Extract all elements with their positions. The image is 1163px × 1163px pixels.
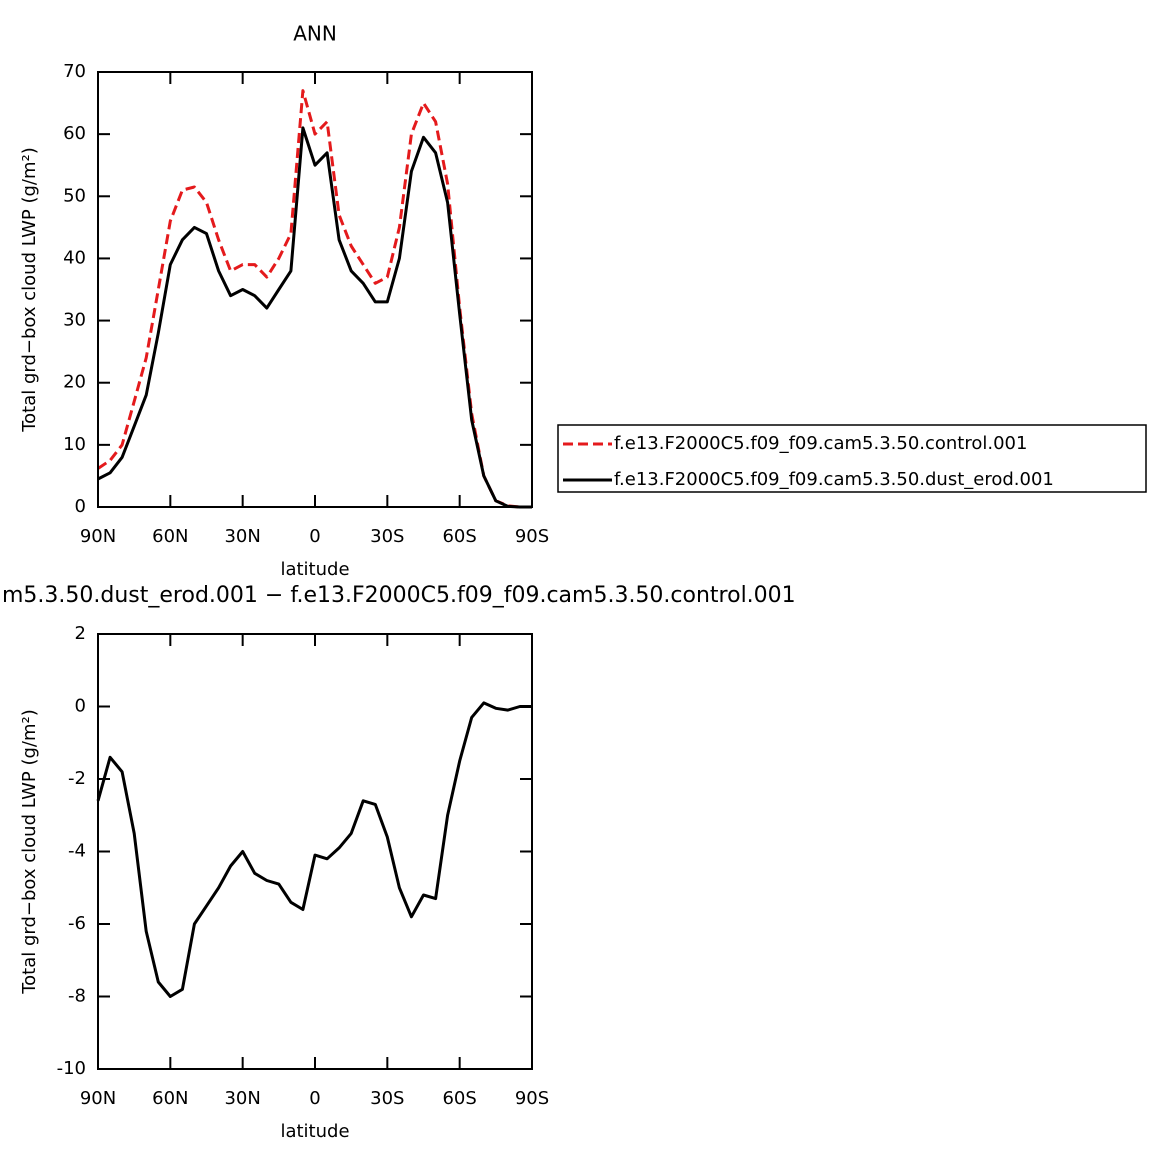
x-axis-label: latitude: [280, 1121, 349, 1142]
y-tick-label: -4: [68, 841, 86, 862]
y-tick-label: -2: [68, 768, 86, 789]
x-tick-label: 60N: [152, 526, 188, 547]
chart-title: ANN: [293, 22, 337, 46]
x-tick-label: 90N: [80, 1088, 116, 1109]
chart-title: m5.3.50.dust_erod.001 − f.e13.F2000C5.f0…: [2, 583, 796, 608]
y-tick-label: 0: [75, 696, 86, 717]
x-tick-label: 30S: [370, 526, 404, 547]
x-tick-label: 0: [309, 526, 320, 547]
y-tick-label: 40: [63, 247, 86, 268]
y-tick-label: 70: [63, 61, 86, 82]
y-tick-label: -6: [68, 913, 86, 934]
x-tick-label: 30S: [370, 1088, 404, 1109]
x-tick-label: 90S: [515, 1088, 549, 1109]
x-axis-label: latitude: [280, 559, 349, 580]
legend-box: [557, 424, 1147, 493]
x-tick-label: 90S: [515, 526, 549, 547]
y-axis-label: Total grd−box cloud LWP (g/m²): [19, 147, 40, 433]
y-tick-label: 2: [75, 623, 86, 644]
y-axis-label: Total grd−box cloud LWP (g/m²): [19, 709, 40, 995]
y-tick-label: -10: [57, 1058, 86, 1079]
y-tick-label: 10: [63, 434, 86, 455]
x-tick-label: 60S: [442, 526, 476, 547]
x-tick-label: 60S: [442, 1088, 476, 1109]
legend-label: f.e13.F2000C5.f09_f09.cam5.3.50.dust_ero…: [614, 469, 1054, 490]
y-tick-label: 30: [63, 310, 86, 331]
series-line: [97, 126, 532, 509]
y-tick-label: 60: [63, 123, 86, 144]
y-tick-label: 20: [63, 372, 86, 393]
x-tick-label: 60N: [152, 1088, 188, 1109]
legend-label: f.e13.F2000C5.f09_f09.cam5.3.50.control.…: [614, 433, 1027, 454]
x-tick-label: 90N: [80, 526, 116, 547]
series-line: [97, 89, 532, 509]
x-tick-label: 30N: [224, 526, 260, 547]
plot-frame: [97, 633, 533, 1070]
plot-frame: [97, 71, 533, 508]
y-tick-label: 50: [63, 185, 86, 206]
series-line: [96, 701, 532, 998]
y-tick-label: 0: [75, 496, 86, 517]
y-tick-label: -8: [68, 986, 86, 1007]
x-tick-label: 0: [309, 1088, 320, 1109]
x-tick-label: 30N: [224, 1088, 260, 1109]
